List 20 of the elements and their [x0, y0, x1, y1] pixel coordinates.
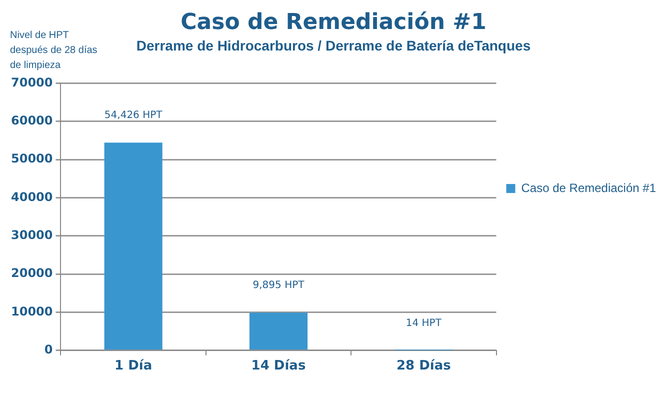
y-tick-label: 20000	[11, 266, 53, 280]
y-tick-label: 70000	[11, 75, 53, 90]
y-tick-label: 30000	[11, 228, 53, 242]
y-tick-label: 0	[44, 342, 53, 357]
x-tick-label: 1 Día	[114, 358, 152, 374]
bar	[104, 142, 162, 350]
data-label: 54,426 HPT	[104, 110, 164, 122]
y-axis-title: Nivel de HPT después de 28 días de limpieza	[10, 29, 98, 73]
y-tick-label: 10000	[11, 304, 53, 318]
data-label: 9,895 HPT	[252, 280, 306, 292]
x-tick-label: 28 Días	[396, 358, 452, 374]
y-tick-label: 50000	[11, 152, 53, 166]
data-label: 14 HPT	[406, 318, 442, 329]
x-tick-label: 14 Días	[251, 358, 306, 374]
chart-subtitle: Derrame de Hidrocarburos / Derrame de Batería deTanques	[136, 38, 531, 54]
y-tick-label: 60000	[11, 113, 53, 128]
legend-label: Caso de Remediación #1	[521, 180, 656, 195]
bar	[249, 312, 308, 350]
chart-title: Caso de Remediación #1	[180, 10, 486, 35]
y-tick-label: 40000	[11, 190, 53, 204]
